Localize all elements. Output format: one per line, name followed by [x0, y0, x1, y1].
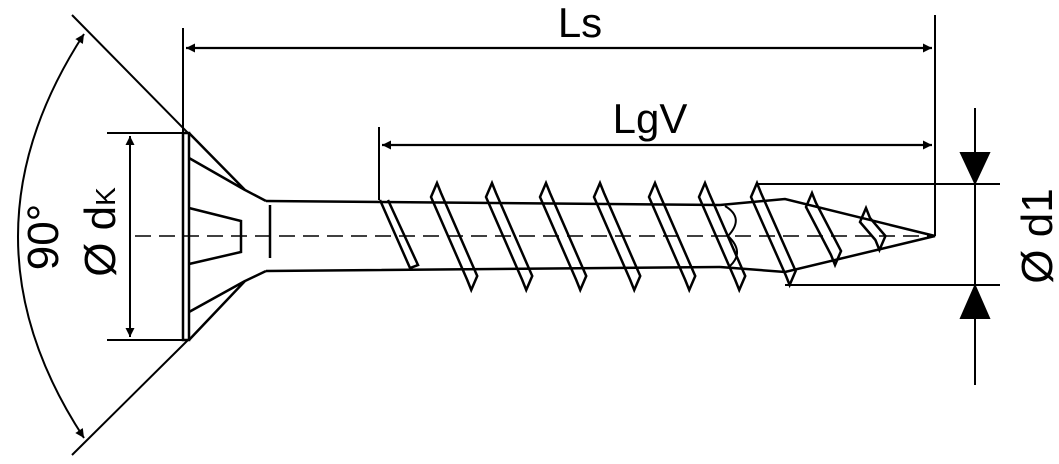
angle-line-top — [71, 14, 189, 134]
angle-line-bottom — [71, 339, 189, 456]
thread-flight — [804, 189, 843, 269]
thread-flight — [647, 179, 697, 294]
thread-flight — [697, 179, 747, 294]
thread-flight — [378, 199, 420, 270]
shank-outline — [265, 199, 721, 273]
screw-head-cone — [188, 132, 267, 341]
thread-flight — [858, 204, 887, 254]
thread-core-taper — [719, 197, 936, 274]
thread-flight — [592, 179, 642, 294]
thread-flight — [429, 179, 479, 294]
d1-arrow-bottom — [959, 283, 991, 319]
ls-label: Ls — [558, 0, 602, 46]
thread-diameter-label: Ø d1 — [1013, 188, 1059, 283]
head-diameter-subscript: K — [90, 187, 121, 206]
angle-arc — [17, 33, 85, 439]
angle-label: 90° — [19, 204, 68, 271]
d1-arrow-top — [959, 152, 991, 186]
head-diameter-label: Ø dK — [76, 187, 125, 277]
thread-flight — [484, 179, 534, 294]
thread-flight — [749, 179, 798, 289]
head-diameter-text: Ø d — [76, 206, 125, 277]
thread-flight — [538, 179, 588, 294]
lgv-label: LgV — [613, 95, 688, 142]
